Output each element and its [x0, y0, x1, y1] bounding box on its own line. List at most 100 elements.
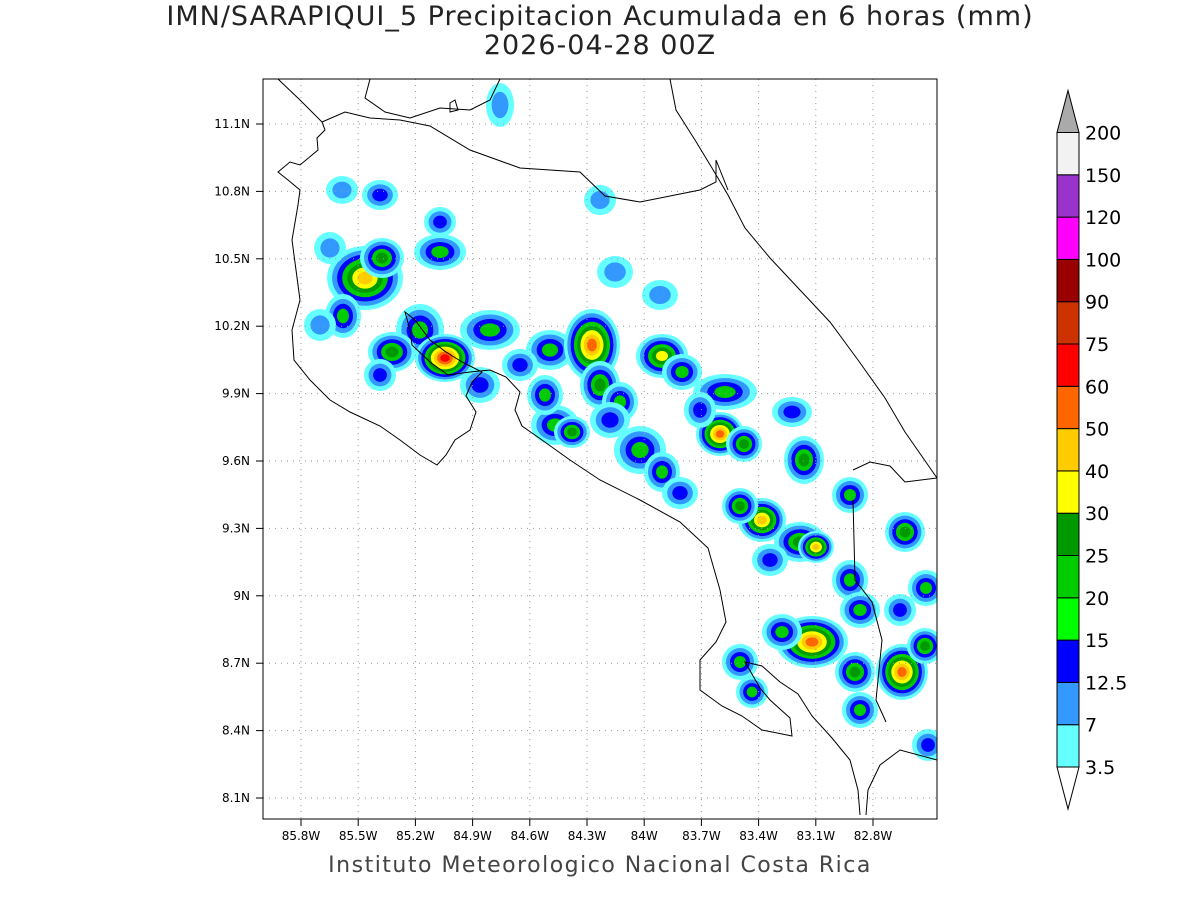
colorbar-swatch	[1056, 216, 1080, 260]
precip-contour	[739, 439, 749, 449]
colorbar-swatch	[1056, 724, 1080, 768]
precip-contour	[849, 666, 861, 678]
precip-contour	[656, 350, 668, 362]
precip-cell	[590, 402, 630, 438]
precip-cell	[662, 477, 698, 509]
precip-contour	[440, 354, 450, 362]
precip-cell	[360, 238, 404, 278]
lat-tick-label: 9.9N	[222, 387, 250, 401]
precip-contour	[783, 405, 801, 419]
lat-tick-label: 10.8N	[214, 184, 250, 198]
map-valid-time: 2026-04-28 00Z	[483, 30, 717, 61]
precip-contour	[693, 402, 707, 418]
precip-contour	[735, 501, 745, 511]
precip-cell	[908, 570, 937, 606]
precip-contour	[542, 343, 558, 357]
precip-contour	[357, 271, 373, 285]
precip-contour	[921, 738, 935, 752]
precip-cell	[415, 334, 475, 382]
precip-cell	[884, 594, 916, 626]
colorbar-swatch	[1056, 639, 1080, 683]
lat-tick-label: 11.1N	[214, 117, 250, 131]
precip-contour	[805, 637, 819, 647]
precip-cell	[642, 280, 678, 310]
precip-contour	[853, 604, 867, 616]
precip-contour	[715, 430, 725, 438]
precip-cell	[684, 392, 716, 428]
precip-contour	[431, 246, 449, 258]
precip-contour	[587, 338, 597, 352]
precip-contour	[376, 252, 388, 264]
lon-tick-label: 82.8W	[854, 829, 893, 843]
colorbar-label: 50	[1085, 419, 1109, 441]
precip-cell	[840, 592, 880, 628]
precip-cell	[486, 83, 514, 127]
precip-contour	[320, 238, 340, 258]
colorbar-label: 75	[1085, 334, 1109, 356]
lon-tick-label: 83.1W	[797, 829, 836, 843]
colorbar-swatch	[1056, 258, 1080, 303]
lon-tick-label: 85.5W	[339, 829, 378, 843]
precip-cell	[554, 416, 590, 448]
precip-contour	[594, 378, 606, 392]
precip-contour	[412, 321, 428, 339]
precip-contour	[672, 486, 688, 500]
lake-nicaragua-shore	[364, 79, 501, 119]
precip-cell	[414, 234, 466, 270]
precip-contour	[899, 526, 911, 538]
lat-tick-label: 8.1N	[222, 791, 250, 805]
colorbar-swatch	[1056, 555, 1080, 599]
precipitation-field	[304, 83, 937, 761]
lat-tick-label: 10.2N	[214, 319, 250, 333]
precip-contour	[734, 656, 746, 668]
colorbar-label: 20	[1085, 588, 1109, 610]
lat-tick-label: 9.6N	[222, 454, 250, 468]
colorbar-label: 120	[1085, 207, 1121, 229]
lon-tick-label: 85.2W	[396, 829, 435, 843]
colorbar-label: 150	[1085, 165, 1121, 187]
precip-contour	[385, 346, 399, 358]
colorbar-swatch	[1056, 470, 1080, 514]
precip-contour	[798, 453, 810, 467]
coastlines	[277, 79, 937, 816]
precip-contour	[567, 427, 577, 437]
colorbar-over-arrow	[1056, 88, 1080, 133]
precip-contour	[372, 188, 388, 202]
precip-cell	[842, 692, 878, 728]
precip-cell	[907, 628, 937, 664]
precip-cell	[526, 330, 574, 370]
precip-contour	[844, 573, 856, 587]
colorbar-label: 25	[1085, 546, 1109, 568]
precip-cell	[885, 512, 925, 552]
precip-contour	[893, 603, 907, 617]
nicaragua-border	[321, 111, 729, 203]
lon-tick-label: 83.7W	[682, 829, 721, 843]
precip-contour	[480, 323, 500, 337]
panama-border	[852, 461, 937, 483]
colorbar-swatch	[1056, 174, 1080, 218]
colorbar-swatch	[1056, 385, 1080, 430]
lon-tick-label: 85.8W	[282, 829, 321, 843]
precip-contour	[332, 181, 352, 199]
precip-cell	[722, 644, 758, 680]
colorbar-label: 30	[1085, 503, 1109, 525]
lon-tick-label: 83.4W	[739, 829, 778, 843]
caribbean-coastline	[669, 79, 937, 479]
precip-contour	[512, 358, 528, 372]
precip-contour	[854, 704, 866, 716]
precip-contour	[757, 515, 767, 525]
colorbar-swatch	[1056, 681, 1080, 726]
lat-tick-label: 8.4N	[222, 724, 250, 738]
colorbar-swatch	[1056, 597, 1080, 641]
precip-cell	[502, 349, 538, 381]
precip-contour	[775, 626, 789, 638]
map-title: IMN/SARAPIQUI_5 Precipitacion Acumulada …	[166, 1, 1034, 32]
colorbar-label: 90	[1085, 292, 1109, 314]
colorbar-label: 3.5	[1085, 757, 1115, 779]
colorbar-label: 15	[1085, 630, 1109, 652]
colorbar-swatch	[1056, 301, 1080, 345]
precip-contour	[539, 388, 551, 402]
axis-labels: 85.8W 85.5W 85.2W 84.9W 84.6W 84.3W 84W 83.7W 83…	[214, 117, 892, 843]
precip-cell	[784, 436, 824, 484]
